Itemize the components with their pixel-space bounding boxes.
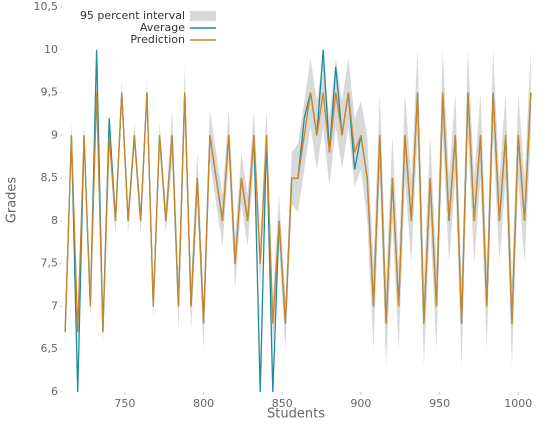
x-tick-label: 900 — [350, 397, 371, 410]
x-tick-label: 1000 — [504, 397, 532, 410]
series-line — [64, 92, 532, 333]
x-tick-label: 800 — [193, 397, 214, 410]
legend-label: 95 percent interval — [80, 9, 185, 22]
y-tick-label: 9 — [51, 128, 58, 141]
y-tick-label: 9,5 — [41, 86, 59, 99]
y-tick-label: 8 — [51, 214, 58, 227]
interval-band — [65, 49, 531, 367]
x-tick-label: 850 — [272, 397, 293, 410]
x-tick-label: 950 — [429, 397, 450, 410]
y-tick-label: 6 — [51, 385, 58, 398]
legend-label: Prediction — [130, 33, 185, 46]
legend-swatch — [190, 11, 216, 21]
y-tick-label: 8,5 — [41, 171, 59, 184]
y-tick-label: 7,5 — [41, 257, 59, 270]
x-tick-label: 750 — [114, 397, 135, 410]
y-axis-label: Grades — [5, 177, 20, 224]
y-tick-label: 7 — [51, 299, 58, 312]
y-tick-label: 10,5 — [34, 0, 59, 13]
legend-label: Average — [140, 21, 185, 34]
y-tick-label: 10 — [44, 43, 58, 56]
x-axis-label: Students — [267, 407, 325, 422]
y-tick-label: 6,5 — [41, 342, 59, 355]
